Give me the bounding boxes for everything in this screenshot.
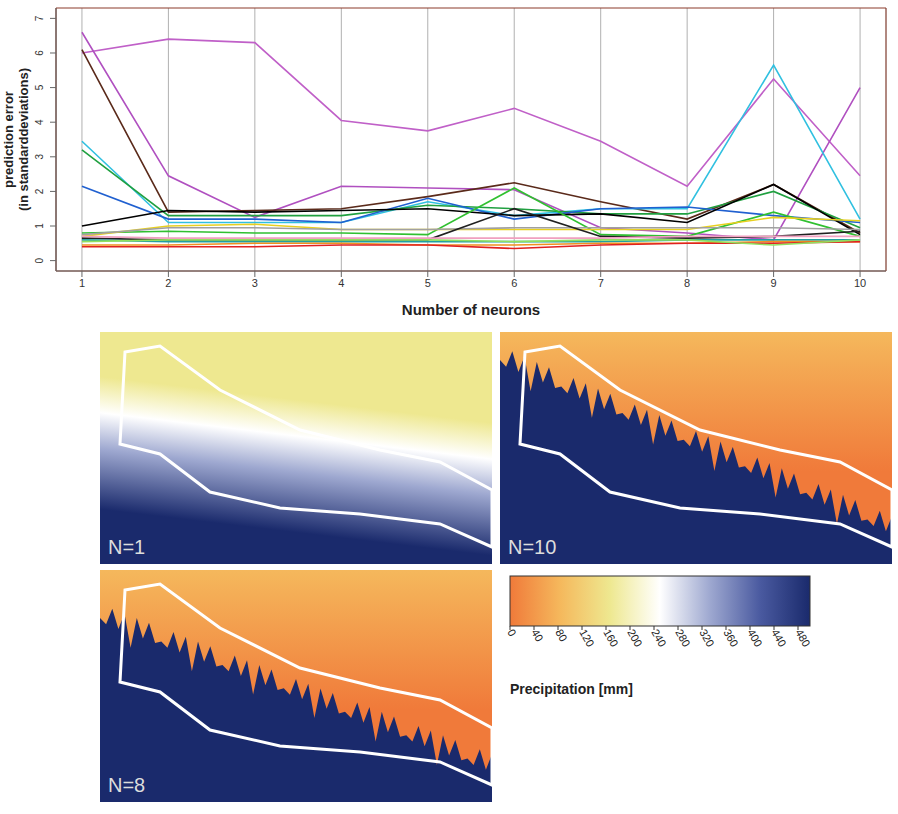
- svg-text:400: 400: [745, 627, 765, 649]
- svg-text:2: 2: [165, 277, 171, 289]
- svg-text:1: 1: [79, 277, 85, 289]
- svg-text:4: 4: [34, 119, 45, 125]
- svg-text:4: 4: [338, 277, 344, 289]
- svg-text:360: 360: [721, 627, 741, 649]
- svg-text:320: 320: [697, 627, 717, 649]
- svg-text:8: 8: [684, 277, 690, 289]
- svg-text:280: 280: [673, 627, 693, 649]
- svg-text:3: 3: [252, 277, 258, 289]
- svg-text:80: 80: [553, 627, 570, 644]
- svg-text:120: 120: [577, 627, 597, 649]
- svg-text:2: 2: [34, 188, 45, 194]
- svg-text:6: 6: [511, 277, 517, 289]
- svg-text:Precipitation [mm]: Precipitation [mm]: [510, 681, 633, 697]
- svg-text:7: 7: [598, 277, 604, 289]
- svg-text:3: 3: [34, 154, 45, 160]
- svg-text:(in standarddeviations): (in standarddeviations): [16, 68, 31, 211]
- svg-text:480: 480: [793, 627, 813, 649]
- svg-text:7: 7: [34, 15, 45, 21]
- svg-text:10: 10: [854, 277, 866, 289]
- svg-text:0: 0: [34, 257, 45, 263]
- svg-text:1: 1: [34, 223, 45, 229]
- svg-text:N=1: N=1: [108, 536, 145, 558]
- svg-text:N=8: N=8: [108, 774, 145, 796]
- svg-text:6: 6: [34, 50, 45, 56]
- svg-text:9: 9: [771, 277, 777, 289]
- svg-text:240: 240: [649, 627, 669, 649]
- svg-text:0: 0: [505, 627, 518, 638]
- svg-text:prediction error: prediction error: [1, 91, 16, 188]
- svg-text:5: 5: [34, 84, 45, 90]
- svg-text:N=10: N=10: [508, 536, 556, 558]
- svg-text:440: 440: [769, 627, 789, 649]
- svg-text:200: 200: [625, 627, 645, 649]
- svg-text:Number of neurons: Number of neurons: [402, 301, 540, 318]
- svg-text:40: 40: [529, 627, 546, 644]
- svg-text:5: 5: [425, 277, 431, 289]
- svg-text:160: 160: [601, 627, 621, 649]
